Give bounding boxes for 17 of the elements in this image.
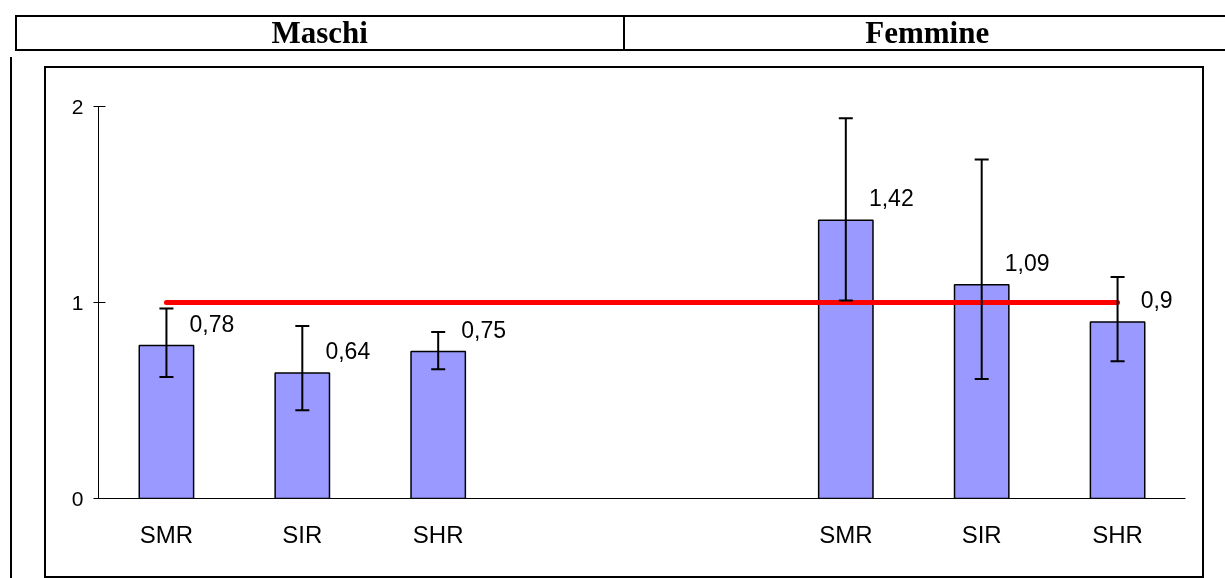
y-tick-label: 1 (71, 290, 84, 314)
data-label: 0,64 (325, 338, 371, 365)
text: Maschi (16, 15, 624, 50)
x-tick-label: SHR (412, 520, 464, 548)
x-tick-label: SMR (819, 520, 873, 548)
data-label: 0,75 (461, 316, 507, 343)
x-tick-label: SMR (139, 520, 194, 548)
y-tick-label: 0 (71, 486, 84, 510)
x-tick-label: SHR (1092, 520, 1143, 548)
data-label: 0,9 (1140, 287, 1173, 314)
x-tick-label: SIR (961, 520, 1002, 548)
x-tick-label: SIR (282, 520, 323, 548)
text: Femmine (623, 15, 1225, 50)
data-label: 1,42 (868, 185, 914, 212)
data-label: 1,09 (1004, 249, 1050, 276)
y-tick-label: 2 (71, 94, 84, 118)
data-label: 0,78 (189, 310, 235, 337)
